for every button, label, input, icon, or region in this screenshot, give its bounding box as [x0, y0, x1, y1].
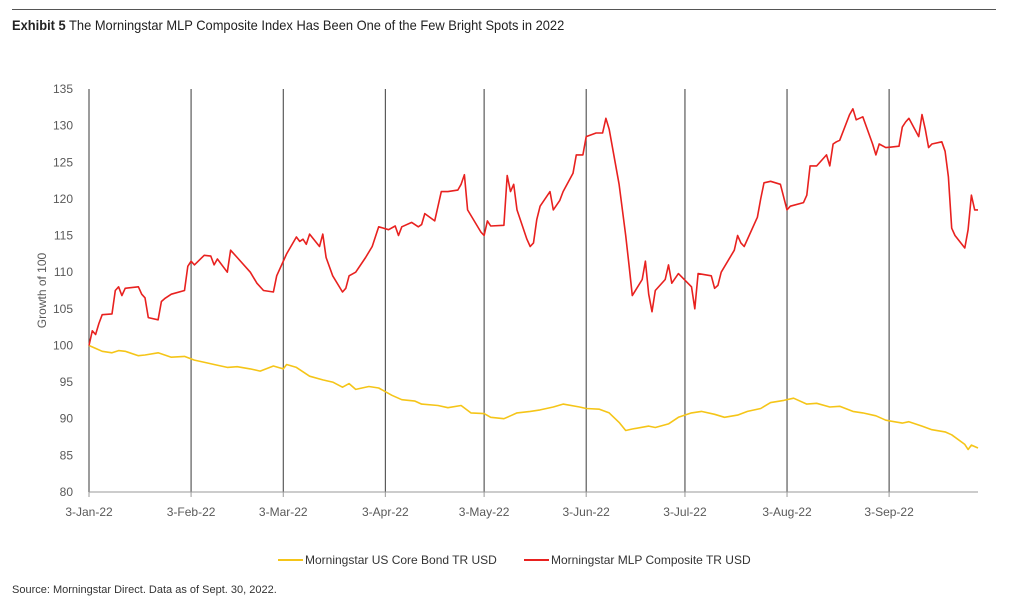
legend-core-bond-label: Morningstar US Core Bond TR USD [305, 553, 497, 567]
exhibit-label: Exhibit 5 [12, 17, 66, 33]
y-tick-label-100: 100 [53, 338, 73, 352]
y-tick-label-105: 105 [53, 302, 73, 316]
x-tick-label-3-Apr-22: 3-Apr-22 [362, 505, 409, 519]
y-tick-label-125: 125 [53, 155, 73, 169]
x-tick-label-3-May-22: 3-May-22 [459, 505, 510, 519]
y-tick-label-80: 80 [60, 485, 74, 499]
y-tick-label-130: 130 [53, 119, 73, 133]
x-tick-label-3-Mar-22: 3-Mar-22 [259, 505, 308, 519]
chart-title-text: The Morningstar MLP Composite Index Has … [69, 17, 565, 33]
y-tick-label-115: 115 [54, 229, 73, 243]
y-tick-label-85: 85 [60, 448, 74, 462]
x-axis: 3-Jan-22 3-Feb-22 3-Mar-22 3-Apr-22 3-May-22… [65, 491, 978, 519]
x-tick-label-3-Jun-22: 3-Jun-22 [562, 505, 610, 519]
series-lines [88, 108, 979, 451]
source-note: Source: Morningstar Direct. Data as of S… [12, 584, 277, 596]
y-tick-label-120: 120 [53, 192, 73, 206]
series-line-core-bond [88, 344, 979, 451]
y-axis-title: Growth of 100 [35, 252, 49, 328]
y-axis: 80 85 90 95 100 105 110 115 120 125 130 135 Growth o… [35, 82, 90, 499]
x-tick-label-3-Sep-22: 3-Sep-22 [864, 505, 914, 519]
vertical-gridlines [190, 89, 890, 492]
chart-title: Exhibit 5 The Morningstar MLP Composite … [12, 17, 564, 33]
x-tick-label-3-Feb-22: 3-Feb-22 [167, 505, 216, 519]
y-tick-label-90: 90 [60, 412, 74, 426]
legend-mlp-composite-label: Morningstar MLP Composite TR USD [551, 553, 751, 567]
y-tick-label-135: 135 [53, 82, 73, 96]
y-tick-label-95: 95 [60, 375, 74, 389]
legend: Morningstar US Core Bond TR USD Morningst… [278, 553, 751, 567]
x-tick-label-3-Jul-22: 3-Jul-22 [663, 505, 707, 519]
x-tick-label-3-Jan-22: 3-Jan-22 [65, 505, 113, 519]
x-tick-label-3-Aug-22: 3-Aug-22 [762, 505, 812, 519]
top-rule [12, 9, 996, 10]
series-line-mlp-composite [88, 108, 978, 346]
y-tick-label-110: 110 [54, 265, 73, 279]
